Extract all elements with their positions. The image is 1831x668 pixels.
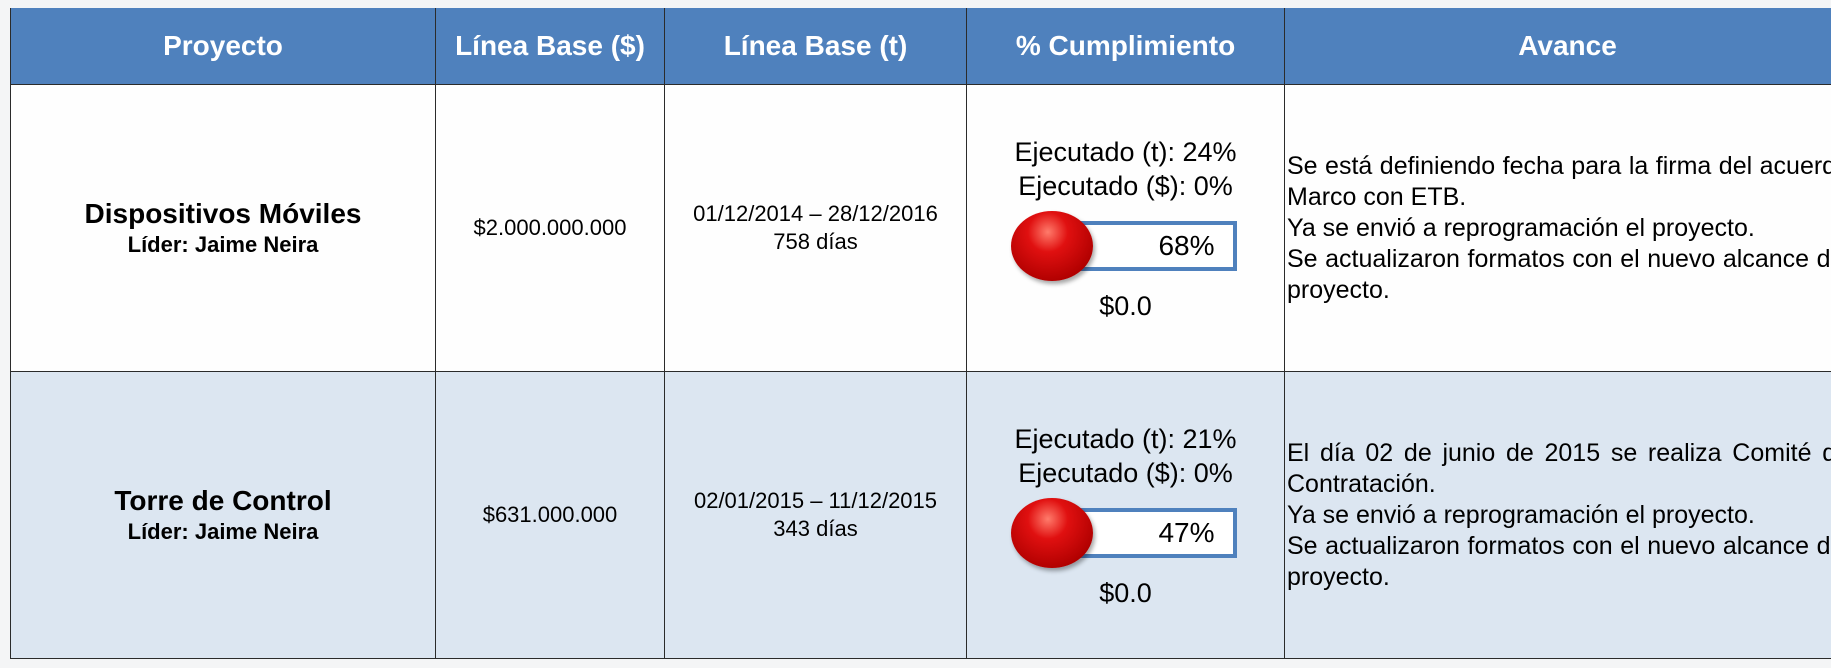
executed-money: Ejecutado ($): 0% <box>967 169 1284 203</box>
status-light <box>1011 498 1093 568</box>
executed-money: Ejecutado ($): 0% <box>967 456 1284 490</box>
project-name: Torre de Control <box>11 485 435 517</box>
column-header: Línea Base ($) <box>436 8 665 85</box>
executed-time: Ejecutado (t): 21% <box>967 422 1284 456</box>
baseline-money-cell: $2.000.000.000 <box>436 85 665 372</box>
baseline-money: $2.000.000.000 <box>436 215 664 241</box>
executed-time: Ejecutado (t): 24% <box>967 135 1284 169</box>
column-header: Proyecto <box>11 8 436 85</box>
column-header: Línea Base (t) <box>665 8 967 85</box>
project-name: Dispositivos Móviles <box>11 198 435 230</box>
progress-note: Se está definiendo fecha para la firma d… <box>1287 151 1831 213</box>
progress-note: Ya se envió a reprogramación el proyecto… <box>1287 500 1831 531</box>
baseline-money-cell: $631.000.000 <box>436 372 665 659</box>
compliance-cell: Ejecutado (t): 21%Ejecutado ($): 0% 47% $0… <box>967 372 1285 659</box>
progress-note: Ya se envió a reprogramación el proyecto… <box>1287 213 1831 244</box>
status-indicator: 68% <box>1011 211 1241 283</box>
progress-cell: Se está definiendo fecha para la firma d… <box>1285 85 1831 372</box>
progress-note: Se actualizaron formatos con el nuevo al… <box>1287 244 1831 306</box>
status-indicator: 47% <box>1011 498 1241 570</box>
progress-cell: El día 02 de junio de 2015 se realiza Co… <box>1285 372 1831 659</box>
column-header: Avance <box>1285 8 1831 85</box>
executed-amount: $0.0 <box>967 578 1284 609</box>
project-leader: Líder: Jaime Neira <box>11 232 435 258</box>
executed-amount: $0.0 <box>967 291 1284 322</box>
date-range: 02/01/2015 – 11/12/2015 <box>665 487 966 515</box>
compliance-cell: Ejecutado (t): 24%Ejecutado ($): 0% 68% $0… <box>967 85 1285 372</box>
indicator-percent: 68% <box>1158 225 1214 267</box>
indicator-percent: 47% <box>1158 512 1214 554</box>
page: {"table": { "columns": ["Proyecto", "Lín… <box>0 0 1831 656</box>
date-range: 01/12/2014 – 28/12/2016 <box>665 200 966 228</box>
status-light <box>1011 211 1093 281</box>
project-leader: Líder: Jaime Neira <box>11 519 435 545</box>
duration: 343 días <box>665 515 966 543</box>
duration: 758 días <box>665 228 966 256</box>
progress-note: Se actualizaron formatos con el nuevo al… <box>1287 531 1831 593</box>
column-header: % Cumplimiento <box>967 8 1285 85</box>
progress-note: El día 02 de junio de 2015 se realiza Co… <box>1287 438 1831 500</box>
baseline-money: $631.000.000 <box>436 502 664 528</box>
